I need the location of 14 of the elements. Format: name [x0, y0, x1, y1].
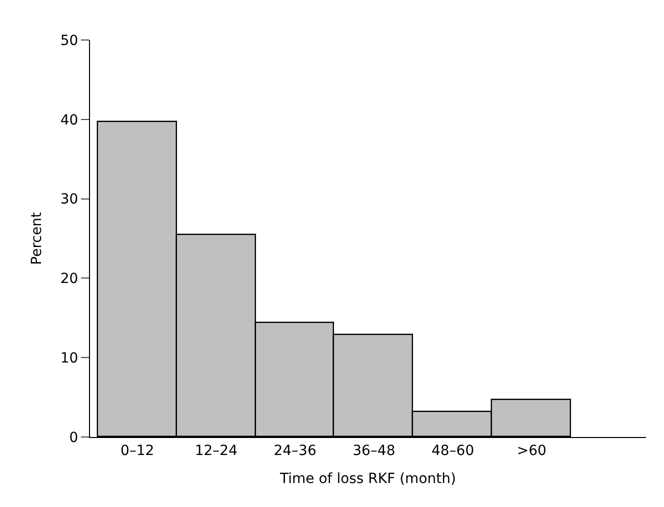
y-tick-label: 10 [60, 350, 78, 366]
x-tick-label: 0–12 [120, 442, 154, 459]
x-tick-label: 24–36 [274, 442, 316, 459]
x-tick-label: 36–48 [352, 442, 396, 459]
x-tick-label: 48–60 [431, 442, 474, 459]
y-tick-label: 40 [60, 112, 78, 128]
y-axis-title: Percent [28, 212, 45, 265]
x-axis-title: Time of loss RKF (month) [279, 471, 456, 488]
y-tick-label: 50 [60, 32, 78, 49]
y-tick-label: 30 [60, 192, 78, 208]
y-tick-label: 20 [60, 271, 78, 288]
y-tick-label: 0 [69, 430, 78, 446]
x-tick-label: >60 [516, 442, 546, 459]
x-tick-label: 12–24 [194, 442, 238, 459]
